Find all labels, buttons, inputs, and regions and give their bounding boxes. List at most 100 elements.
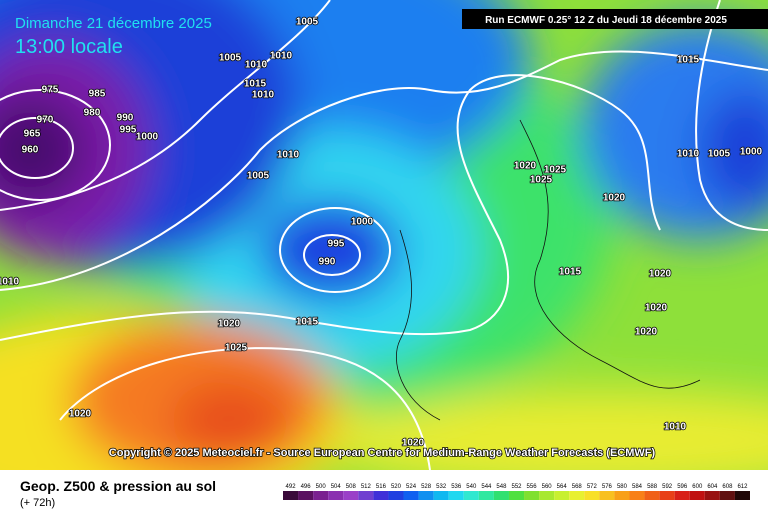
isobar-label: 1020 [402, 438, 425, 449]
isobar-label: 1025 [530, 175, 553, 186]
scale-label: 592 [662, 484, 673, 490]
color-scale: 492 496 500 504 508 512 516 520 524 528 532 536 540 5… [283, 484, 750, 500]
scale-swatch [358, 491, 374, 500]
scale-label: 584 [632, 484, 643, 490]
scale-swatch [614, 491, 630, 500]
scale-label: 548 [496, 484, 507, 490]
scale-swatch [539, 491, 555, 500]
scale-label: 540 [466, 484, 477, 490]
scale-swatch [298, 491, 314, 500]
isobar-label: 1015 [559, 267, 582, 278]
forecast-date: Dimanche 21 décembre 2025 [15, 15, 212, 32]
isobar-label: 1010 [664, 422, 687, 433]
isobar-label: 1000 [351, 217, 374, 228]
isobar-label: 1010 [0, 277, 20, 288]
scale-swatch [569, 491, 585, 500]
footer-range: (+ 72h) [20, 497, 55, 509]
scale-label: 524 [406, 484, 417, 490]
isobar-label: 1015 [244, 79, 267, 90]
scale-label: 512 [361, 484, 372, 490]
scale-label: 504 [331, 484, 342, 490]
scale-swatch [478, 491, 494, 500]
scale-label: 532 [436, 484, 447, 490]
scale-swatch [403, 491, 419, 500]
scale-label: 492 [286, 484, 297, 490]
isobar-label: 995 [120, 125, 137, 136]
forecast-time: 13:00 locale [15, 36, 123, 58]
isobar-label: 990 [319, 257, 336, 268]
scale-label: 516 [376, 484, 387, 490]
scale-swatch [689, 491, 705, 500]
isobar-label: 975 [42, 85, 59, 96]
isobar-label: 1010 [677, 149, 700, 160]
isobar-label: 985 [89, 89, 106, 100]
scale-swatch [659, 491, 675, 500]
isobar-label: 970 [37, 115, 54, 126]
scale-swatch [418, 491, 434, 500]
isobar-label: 995 [328, 239, 345, 250]
scale-label: 564 [557, 484, 568, 490]
isobar-label: 1005 [219, 53, 242, 64]
isobar-label: 960 [22, 145, 39, 156]
scale-label: 580 [617, 484, 628, 490]
scale-swatch [313, 491, 329, 500]
isobar-label: 965 [24, 129, 41, 140]
scale-label: 544 [481, 484, 492, 490]
scale-swatch [448, 491, 464, 500]
isobar-label: 1015 [677, 55, 700, 66]
isobar-label: 1020 [218, 319, 241, 330]
scale-swatch [644, 491, 660, 500]
scale-swatch [283, 491, 299, 500]
scale-label: 520 [391, 484, 402, 490]
isobar-label: 1005 [708, 149, 731, 160]
copyright: Copyright © 2025 Meteociel.fr - Source E… [109, 447, 656, 459]
scale-swatch [524, 491, 540, 500]
scale-label: 528 [421, 484, 432, 490]
isobar-label: 1005 [247, 171, 270, 182]
isobar-label: 1010 [252, 90, 275, 101]
footer-title: Geop. Z500 & pression au sol [20, 478, 216, 494]
run-box [462, 9, 768, 29]
isobar-label: 1025 [225, 343, 248, 354]
scale-label: 552 [511, 484, 522, 490]
isobar-label: 1000 [740, 147, 763, 158]
isobar-label: 1025 [544, 165, 567, 176]
isobar-label: 1010 [270, 51, 293, 62]
scale-swatch [433, 491, 449, 500]
scale-swatch [493, 491, 509, 500]
scale-label: 568 [572, 484, 583, 490]
scale-label: 536 [451, 484, 462, 490]
isobar-label: 1020 [514, 161, 537, 172]
scale-swatch [599, 491, 615, 500]
isobar-label: 1010 [277, 150, 300, 161]
scale-swatch [388, 491, 404, 500]
isobar-label: 1015 [296, 317, 319, 328]
scale-label: 612 [737, 484, 748, 490]
scale-label: 600 [692, 484, 703, 490]
isobar-label: 980 [84, 108, 101, 119]
isobar-label: 990 [117, 113, 134, 124]
scale-swatch [554, 491, 570, 500]
isobar-label: 1020 [645, 303, 668, 314]
scale-swatch [734, 491, 750, 500]
scale-swatch [373, 491, 389, 500]
scale-swatch [719, 491, 735, 500]
isobar-label: 1020 [635, 327, 658, 338]
scale-swatch [704, 491, 720, 500]
run-info: Run ECMWF 0.25° 12 Z du Jeudi 18 décembr… [485, 15, 727, 26]
scale-swatch [508, 491, 525, 500]
isobar-label: 1000 [136, 132, 159, 143]
isobar-label: 1005 [296, 17, 319, 28]
scale-swatch [584, 491, 600, 500]
scale-label: 560 [542, 484, 553, 490]
isobar-label: 1020 [603, 193, 626, 204]
scale-label: 576 [602, 484, 613, 490]
scale-label: 572 [587, 484, 598, 490]
scale-label: 500 [316, 484, 327, 490]
scale-label: 608 [722, 484, 733, 490]
scale-label: 588 [647, 484, 658, 490]
scale-label: 508 [346, 484, 357, 490]
